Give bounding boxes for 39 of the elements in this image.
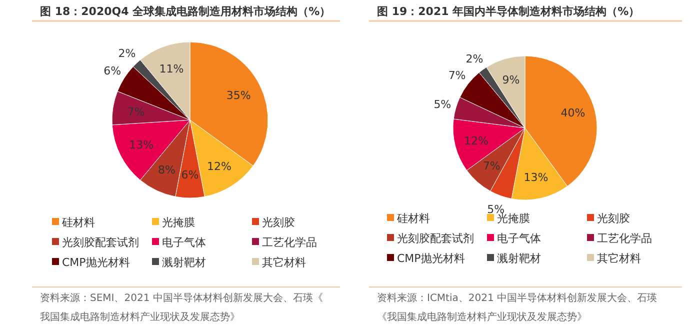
data-label: 6%: [104, 64, 122, 78]
chart-title: 图 19：2021 年国内半导体制造材料市场结构（%）: [377, 5, 640, 18]
legend-label: 光刻胶配套试剂: [62, 236, 139, 249]
data-label: 13%: [524, 171, 548, 184]
data-label: 13%: [129, 138, 154, 152]
data-label: 2%: [466, 52, 484, 66]
legend-label: 光刻胶: [262, 216, 295, 229]
legend-label: 其它材料: [597, 252, 641, 265]
legend-label: CMP抛光材料: [397, 252, 465, 265]
legend-label: 电子气体: [162, 236, 206, 249]
legend-label: 硅材料: [61, 216, 95, 229]
legend-label: 其它材料: [262, 256, 306, 269]
data-label: 7%: [448, 69, 466, 82]
legend-label: 光掩膜: [497, 212, 530, 225]
legend-label: 工艺化学品: [597, 232, 652, 245]
legend-label: 光掩膜: [162, 216, 195, 229]
data-label: 9%: [502, 73, 520, 86]
legend-label: 溅射靶材: [497, 252, 541, 265]
data-label: 8%: [158, 163, 176, 176]
data-label: 40%: [560, 106, 586, 120]
data-label: 7%: [127, 105, 145, 118]
data-label: 2%: [118, 46, 136, 60]
text: 资料来源：SEMI、2021 中国半导体材料创新发展大会、石瑛《我国集成电路制造材料产业现状及发展态势》: [40, 292, 323, 323]
data-label: 6%: [181, 168, 199, 182]
chart-title: 图 18：2020Q4 全球集成电路制造用材料市场结构（%）: [40, 5, 331, 18]
legend-label: 光刻胶配套试剂: [397, 232, 474, 245]
legend-label: CMP抛光材料: [62, 256, 130, 269]
data-label: 12%: [207, 160, 232, 173]
legend-label: 溅射靶材: [162, 256, 206, 269]
legend-label: 电子气体: [497, 232, 541, 245]
legend-label: 硅材料: [396, 212, 430, 225]
text: 资料来源：ICMtia、2021 中国半导体材料创新发展大会、石瑛《我国集成电路制造材料产业现状及发展态势》: [377, 292, 658, 323]
legend-label: 工艺化学品: [262, 236, 317, 249]
data-label: 7%: [482, 160, 500, 173]
data-label: 5%: [434, 98, 452, 111]
data-label: 35%: [226, 89, 251, 102]
legend-label: 光刻胶: [597, 212, 630, 225]
data-label: 12%: [464, 134, 488, 148]
data-label: 11%: [159, 62, 184, 76]
